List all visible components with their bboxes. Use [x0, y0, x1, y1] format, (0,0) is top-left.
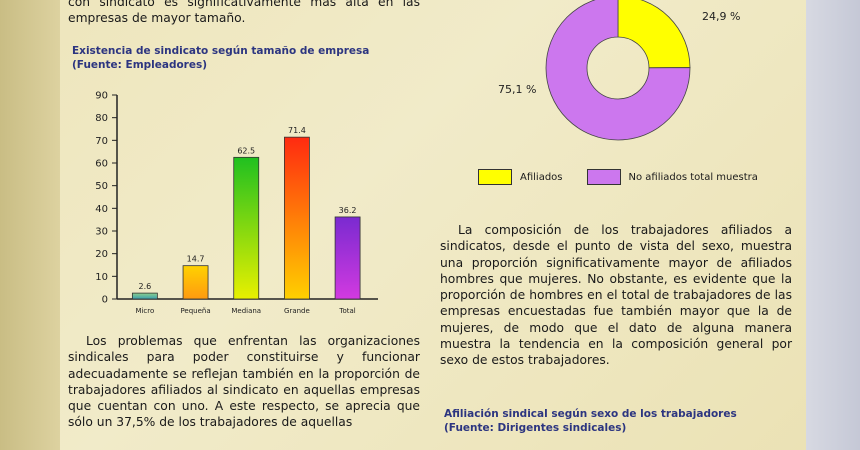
bar-pequeña — [182, 265, 209, 300]
bar-value-label: 36.2 — [339, 206, 357, 215]
y-tick-label: 30 — [95, 227, 108, 238]
donut-chart-caption-source: (Fuente: Dirigentes sindicales) — [444, 422, 627, 434]
donut-value-label: 75,1 % — [498, 83, 536, 96]
donut-slice-afiliados — [617, 0, 691, 69]
right-page-margin — [806, 0, 860, 450]
y-tick-label: 60 — [95, 159, 108, 170]
bar-grande — [284, 136, 310, 300]
x-tick-label: Mediana — [231, 307, 261, 315]
donut-chart: 24,9 % 75,1 % — [498, 0, 740, 141]
bar-chart-caption-source: (Fuente: Empleadores) — [72, 59, 208, 71]
legend-item-afiliados: Afiliados — [478, 169, 563, 185]
bar-chart: 0 10 20 30 40 50 60 70 80 90 2.6 Micro 14.7 Pequeña 6… — [95, 91, 378, 315]
legend-label-afiliados: Afiliados — [520, 171, 563, 183]
y-tick-label: 90 — [95, 91, 108, 102]
legend-item-no-afiliados: No afiliados total muestra — [586, 169, 758, 185]
bar-total — [334, 216, 361, 300]
bar-mediana — [233, 156, 260, 300]
donut-value-label: 24,9 % — [702, 10, 740, 23]
y-tick-label: 40 — [95, 204, 108, 215]
donut-legend: Afiliados No afiliados total muestra — [478, 168, 782, 186]
legend-label-no-afiliados: No afiliados total muestra — [628, 171, 758, 183]
left-page-margin — [0, 0, 60, 450]
bar-chart-caption: Existencia de sindicato según tamaño de … — [72, 44, 369, 72]
donut-chart-caption-title: Afiliación sindical según sexo de los tr… — [444, 408, 737, 420]
left-paragraph: Los problemas que enfrentan las organiza… — [68, 334, 420, 430]
y-tick-label: 80 — [95, 113, 108, 124]
bar-value-label: 2.6 — [139, 282, 152, 291]
legend-swatch-no-afiliados — [586, 169, 621, 185]
top-paragraph: con sindicato es significativamente más … — [68, 0, 420, 26]
x-tick-label: Micro — [135, 307, 154, 315]
bar-micro — [131, 292, 158, 300]
y-tick-label: 10 — [95, 272, 108, 283]
x-tick-label: Total — [338, 307, 355, 315]
legend-swatch-afiliados — [478, 169, 512, 185]
y-tick-label: 50 — [95, 181, 108, 192]
y-tick-label: 20 — [95, 249, 108, 260]
x-tick-label: Grande — [284, 307, 310, 315]
donut-slice-no-afiliados — [545, 0, 691, 141]
y-tick-label: 0 — [102, 295, 108, 306]
bar-value-label: 71.4 — [288, 126, 306, 135]
y-tick-label: 70 — [95, 136, 108, 147]
bar-chart-caption-title: Existencia de sindicato según tamaño de … — [72, 45, 370, 57]
donut-chart-caption: Afiliación sindical según sexo de los tr… — [444, 407, 737, 435]
right-paragraph: La composición de los trabajadores afili… — [440, 223, 792, 368]
bar-value-label: 62.5 — [237, 146, 255, 155]
x-tick-label: Pequeña — [180, 307, 210, 315]
bar-value-label: 14.7 — [187, 255, 205, 264]
